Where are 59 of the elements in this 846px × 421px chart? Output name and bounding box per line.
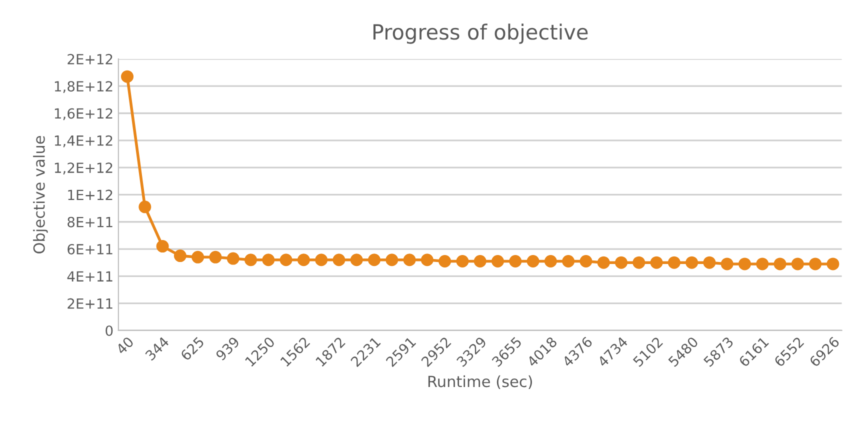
point [138, 200, 152, 214]
point [420, 254, 434, 266]
y-tick-label: 2E+12 [68, 54, 112, 64]
y-tick-label: 1,4E+12 [54, 135, 112, 148]
point [192, 250, 204, 264]
point [509, 254, 522, 268]
point [350, 254, 363, 266]
y-tick-label: 1,2E+12 [54, 162, 112, 174]
point [386, 254, 398, 266]
point [738, 258, 751, 270]
point [438, 254, 452, 268]
point [209, 250, 222, 264]
point [156, 240, 169, 253]
point [756, 258, 769, 270]
point [668, 256, 680, 269]
x-axis-title: Runtime (sec) [428, 375, 532, 390]
point [580, 254, 592, 268]
point [720, 258, 734, 270]
point [226, 252, 240, 265]
y-tick-label: 1,6E+12 [54, 108, 112, 120]
y-tick-label: 1E+12 [68, 190, 112, 200]
x-tick-label: 939 [215, 336, 240, 362]
point [632, 256, 646, 269]
point [774, 258, 786, 270]
point [562, 254, 575, 268]
y-tick-label: 8E+11 [68, 216, 112, 228]
x-tick-label: 344 [144, 336, 170, 361]
point [826, 258, 840, 270]
y-tick-label: 6E+11 [68, 244, 112, 254]
x-tick-label: 40 [115, 336, 134, 355]
y-tick-label: 0 [106, 325, 113, 336]
chart-title: Progress of objective [373, 24, 588, 44]
point [597, 256, 610, 269]
point [332, 254, 346, 266]
point [614, 256, 628, 269]
point [703, 256, 716, 269]
point [791, 258, 804, 270]
point [491, 254, 504, 268]
point [262, 254, 275, 266]
point [174, 250, 186, 262]
point [526, 254, 540, 268]
point [686, 256, 698, 269]
point [403, 254, 416, 266]
y-tick-label: 2E+11 [68, 298, 112, 309]
y-tick-label: 1,8E+12 [54, 81, 112, 93]
point [474, 254, 486, 268]
y-axis-title: Objective value [33, 136, 48, 254]
y-tick-label: 4E+11 [67, 271, 112, 282]
point [368, 254, 380, 266]
point [456, 254, 469, 268]
point [315, 254, 328, 266]
point [297, 254, 310, 266]
x-tick-label: 625 [180, 336, 205, 362]
point [809, 258, 822, 270]
point [121, 70, 134, 83]
point [244, 254, 258, 266]
point [544, 254, 557, 268]
point [650, 256, 663, 269]
point [280, 254, 292, 266]
